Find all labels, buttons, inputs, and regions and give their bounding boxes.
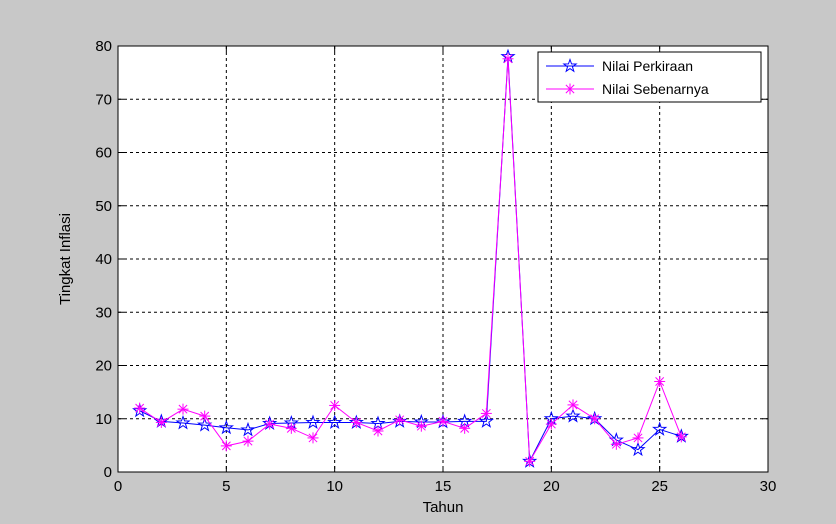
y-tick-label: 40 — [95, 251, 112, 268]
plot-frame — [117, 45, 769, 473]
data-point-nilai-sebenarnya — [329, 399, 341, 411]
data-point-nilai-sebenarnya — [177, 403, 189, 415]
legend-marker-symbol-nilai-perkiraan — [562, 57, 578, 73]
series-line-nilai-sebenarnya — [139, 58, 682, 464]
data-point-nilai-sebenarnya — [654, 375, 666, 387]
data-point-nilai-perkiraan — [305, 414, 321, 429]
data-point-nilai-perkiraan — [240, 421, 256, 437]
data-point-nilai-perkiraan — [478, 413, 494, 428]
data-point-nilai-sebenarnya — [372, 425, 384, 437]
data-point-nilai-sebenarnya — [502, 53, 514, 65]
data-point-nilai-sebenarnya — [545, 418, 557, 430]
y-tick-label: 10 — [95, 411, 112, 428]
data-point-nilai-perkiraan — [218, 419, 234, 435]
data-point-nilai-sebenarnya — [134, 402, 146, 414]
y-tick-label: 0 — [104, 464, 112, 481]
data-point-nilai-perkiraan — [630, 441, 646, 457]
y-tick-label: 30 — [95, 304, 112, 321]
data-point-nilai-sebenarnya — [415, 420, 427, 432]
data-point-nilai-sebenarnya — [610, 438, 622, 450]
legend-label-nilai-sebenarnya: Nilai Sebenarnya — [602, 81, 709, 97]
y-tick-label: 50 — [95, 198, 112, 215]
data-point-nilai-sebenarnya — [394, 414, 406, 426]
data-point-nilai-perkiraan — [327, 414, 343, 429]
x-tick-label: 15 — [435, 478, 452, 495]
x-tick-label: 30 — [760, 478, 777, 495]
data-point-nilai-sebenarnya — [480, 407, 492, 419]
y-tick-label: 60 — [95, 145, 112, 162]
legend: Nilai Perkiraan Nilai Sebenarnya — [537, 51, 762, 103]
y-tick-label: 80 — [95, 38, 112, 55]
legend-marker-nilai-perkiraan — [562, 57, 578, 73]
data-point-nilai-sebenarnya — [632, 432, 644, 444]
y-tick-label: 20 — [95, 358, 112, 375]
data-point-nilai-sebenarnya — [242, 435, 254, 447]
data-point-nilai-sebenarnya — [437, 415, 449, 427]
x-axis-label: Tahun — [423, 499, 464, 516]
x-tick-label: 0 — [114, 478, 122, 495]
axis-ticks: 0 5 10 15 20 25 30 0 10 20 30 40 50 60 70 80 — [95, 38, 776, 495]
legend-marker-symbol-nilai-sebenarnya — [564, 83, 576, 95]
x-tick-label: 20 — [543, 478, 560, 495]
data-point-nilai-sebenarnya — [264, 418, 276, 430]
data-point-nilai-sebenarnya — [350, 416, 362, 428]
data-point-nilai-perkiraan — [565, 408, 581, 423]
x-tick-label: 25 — [651, 478, 668, 495]
data-point-nilai-sebenarnya — [307, 432, 319, 444]
y-tick-label: 70 — [95, 91, 112, 108]
legend-marker-nilai-sebenarnya — [564, 83, 576, 95]
data-point-nilai-sebenarnya — [459, 422, 471, 434]
data-point-nilai-sebenarnya — [199, 410, 211, 422]
x-tick-label: 5 — [222, 478, 230, 495]
data-point-nilai-sebenarnya — [675, 431, 687, 443]
data-series — [132, 48, 689, 468]
data-point-nilai-sebenarnya — [524, 455, 536, 467]
data-point-nilai-perkiraan — [175, 414, 191, 430]
data-point-nilai-sebenarnya — [567, 399, 579, 411]
data-point-nilai-sebenarnya — [589, 413, 601, 425]
legend-box — [537, 51, 762, 103]
data-point-nilai-perkiraan — [652, 421, 668, 436]
data-point-nilai-sebenarnya — [285, 422, 297, 434]
data-point-nilai-sebenarnya — [220, 440, 232, 452]
x-tick-label: 10 — [326, 478, 343, 495]
y-axis-label: Tingkat Inflasi — [57, 213, 74, 305]
legend-label-nilai-perkiraan: Nilai Perkiraan — [602, 58, 693, 74]
data-point-nilai-sebenarnya — [155, 416, 167, 428]
